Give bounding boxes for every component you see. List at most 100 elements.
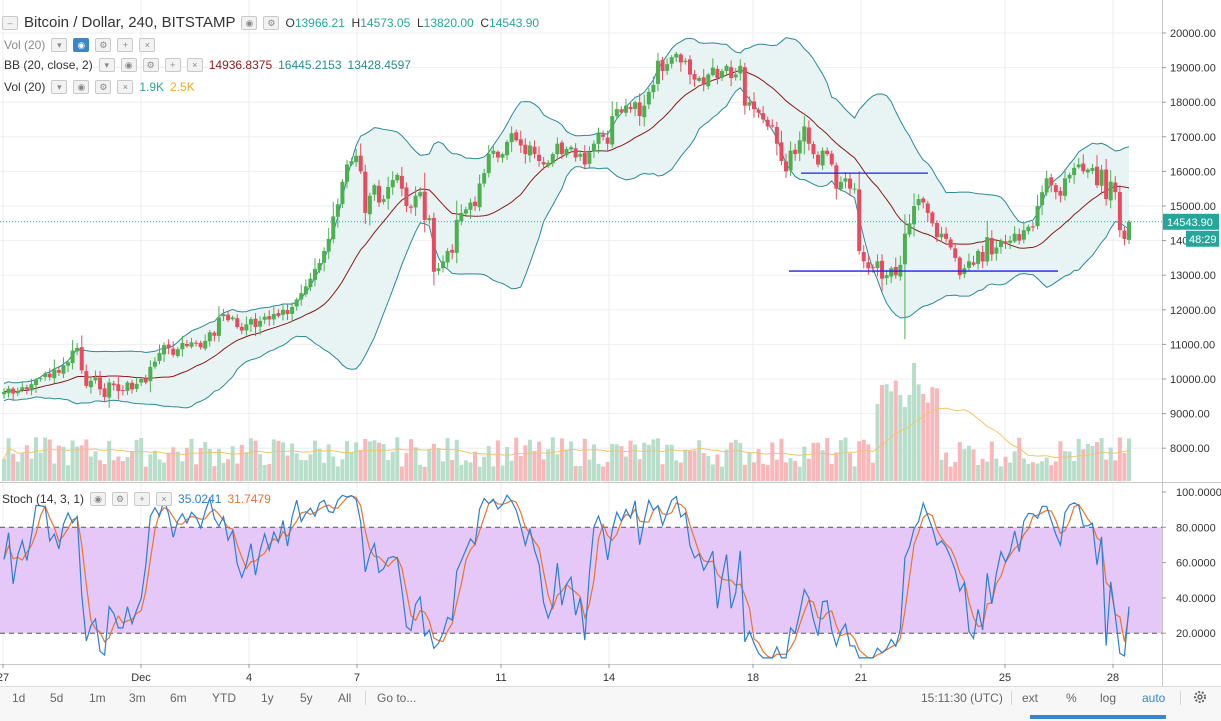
candle[interactable]	[166, 339, 171, 355]
candle[interactable]	[162, 342, 167, 362]
candle[interactable]	[390, 171, 395, 195]
close-icon[interactable]: ×	[139, 38, 156, 52]
candle[interactable]	[38, 376, 43, 382]
candle[interactable]	[601, 130, 606, 141]
candle[interactable]	[934, 220, 939, 243]
candle[interactable]	[733, 67, 738, 81]
percent-toggle[interactable]: %	[1066, 691, 1077, 705]
collapse-icon[interactable]: –	[2, 15, 18, 30]
candle[interactable]	[381, 194, 386, 205]
range-ytd[interactable]: YTD	[212, 691, 236, 705]
candle[interactable]	[564, 146, 569, 158]
range-1m[interactable]: 1m	[89, 691, 106, 705]
candle[interactable]	[212, 331, 217, 342]
candle[interactable]	[729, 60, 734, 87]
candle[interactable]	[610, 101, 615, 148]
candle[interactable]	[125, 380, 130, 396]
candle[interactable]	[921, 196, 926, 209]
candle[interactable]	[546, 159, 551, 168]
candle[interactable]	[20, 382, 25, 393]
candle[interactable]	[418, 187, 423, 199]
candle[interactable]	[422, 172, 427, 233]
candle[interactable]	[139, 377, 144, 387]
candle[interactable]	[884, 269, 889, 285]
candle[interactable]	[966, 253, 971, 271]
candle[interactable]	[244, 316, 249, 336]
candle[interactable]	[280, 304, 285, 321]
candle[interactable]	[198, 340, 203, 350]
candle[interactable]	[1026, 224, 1031, 235]
candle[interactable]	[642, 94, 647, 127]
candle[interactable]	[404, 182, 409, 213]
candle[interactable]	[463, 206, 468, 216]
candle[interactable]	[719, 68, 724, 81]
candle[interactable]	[29, 378, 34, 396]
candle[interactable]	[454, 200, 459, 264]
candle[interactable]	[861, 245, 866, 269]
candle[interactable]	[761, 105, 766, 124]
candle[interactable]	[756, 107, 761, 118]
candle[interactable]	[331, 202, 336, 244]
candle[interactable]	[308, 272, 313, 292]
candle[interactable]	[358, 143, 363, 175]
candle[interactable]	[134, 377, 139, 393]
candle[interactable]	[216, 306, 221, 342]
candle[interactable]	[107, 378, 112, 408]
candle[interactable]	[957, 256, 962, 280]
candle[interactable]	[944, 227, 949, 243]
candle[interactable]	[1076, 157, 1081, 169]
range-all[interactable]: All	[338, 691, 352, 705]
candle[interactable]	[143, 374, 148, 385]
candle[interactable]	[788, 141, 793, 177]
candle[interactable]	[820, 147, 825, 171]
candle[interactable]	[79, 335, 84, 374]
candle[interactable]	[925, 200, 930, 222]
candle[interactable]	[907, 214, 912, 238]
candle[interactable]	[505, 139, 510, 160]
candle[interactable]	[171, 341, 176, 358]
candle[interactable]	[537, 146, 542, 167]
candle[interactable]	[989, 230, 994, 261]
candle[interactable]	[367, 192, 372, 226]
candle[interactable]	[111, 380, 116, 391]
candle[interactable]	[1081, 154, 1086, 175]
candle[interactable]	[468, 198, 473, 219]
candle[interactable]	[1094, 155, 1099, 188]
candle[interactable]	[235, 314, 240, 329]
candle[interactable]	[317, 258, 322, 274]
candle[interactable]	[902, 214, 907, 340]
candle[interactable]	[491, 145, 496, 159]
candle[interactable]	[194, 340, 199, 347]
close-icon[interactable]: ×	[156, 492, 173, 506]
candle[interactable]	[829, 150, 834, 167]
candle[interactable]	[834, 162, 839, 200]
candle[interactable]	[692, 70, 697, 87]
log-toggle[interactable]: log	[1100, 691, 1117, 705]
candle[interactable]	[793, 143, 798, 161]
candle[interactable]	[825, 147, 830, 157]
candle[interactable]	[47, 368, 52, 381]
candle[interactable]	[687, 55, 692, 85]
range-5d[interactable]: 5d	[50, 691, 64, 705]
candle[interactable]	[930, 211, 935, 227]
candle[interactable]	[203, 334, 208, 351]
candle[interactable]	[152, 357, 157, 369]
candle[interactable]	[998, 238, 1003, 254]
candle[interactable]	[655, 52, 660, 92]
candle[interactable]	[399, 166, 404, 197]
candle[interactable]	[889, 266, 894, 284]
candle[interactable]	[130, 379, 135, 394]
candle[interactable]	[248, 316, 253, 333]
dropdown-icon[interactable]: ▾	[98, 58, 115, 72]
candle[interactable]	[441, 255, 446, 273]
candle[interactable]	[774, 121, 779, 156]
candle[interactable]	[1008, 235, 1013, 250]
candle[interactable]	[665, 58, 670, 75]
candle[interactable]	[1108, 170, 1113, 209]
candle[interactable]	[550, 152, 555, 167]
ext-toggle[interactable]: ext	[1022, 691, 1039, 705]
candle[interactable]	[363, 164, 368, 224]
candle[interactable]	[573, 143, 578, 162]
candle[interactable]	[779, 130, 784, 166]
candle[interactable]	[569, 145, 574, 153]
